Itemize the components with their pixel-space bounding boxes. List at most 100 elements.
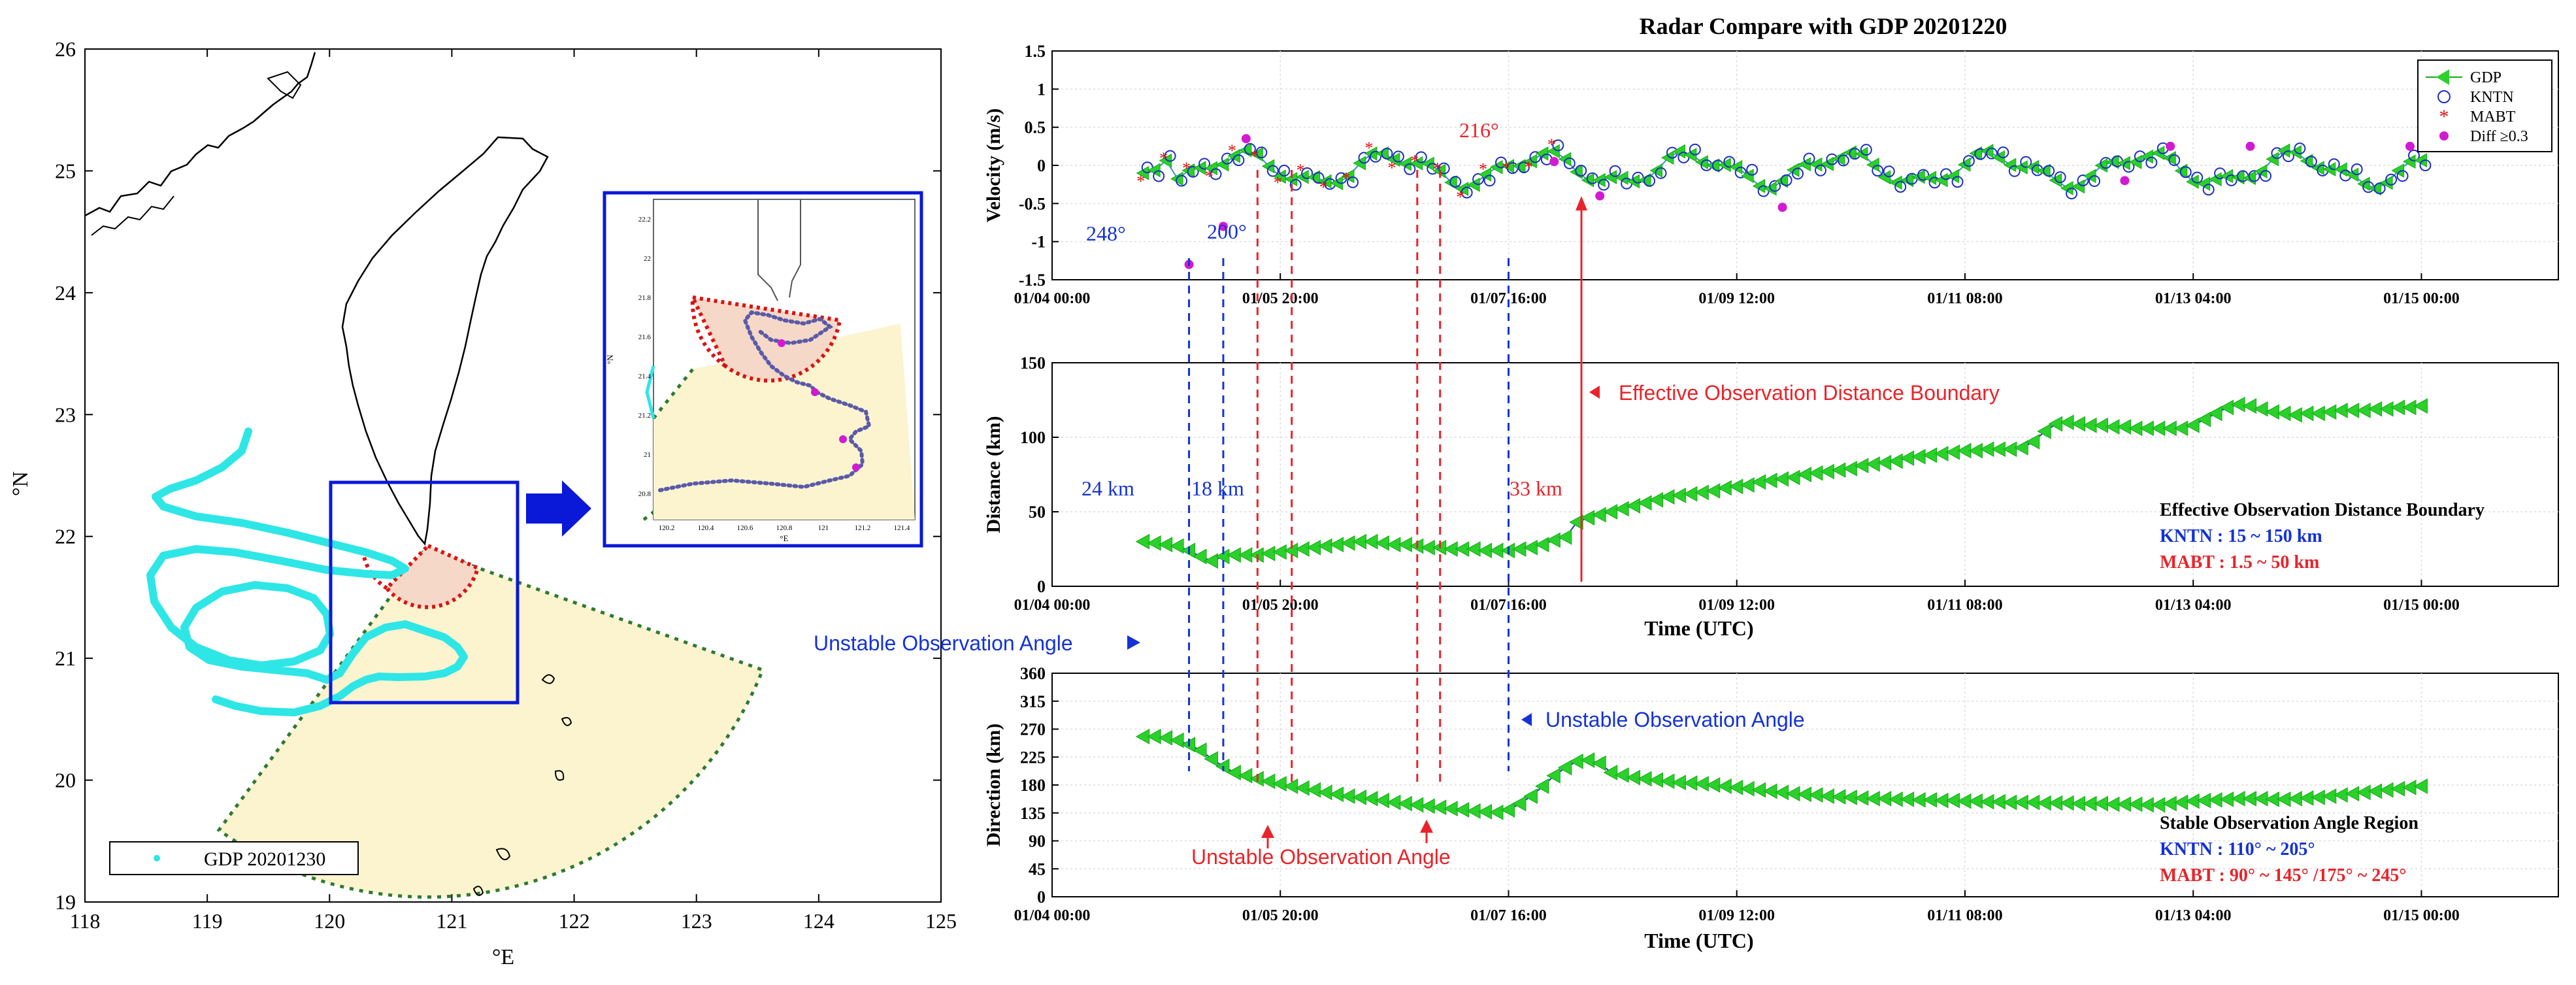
xtick-label: 01/11 08:00 [1927,597,2002,614]
china-islands [91,195,174,236]
distance-point [1135,533,1150,550]
distance-point [1831,462,1846,478]
xtick-label: 01/13 04:00 [2155,290,2232,307]
inset-plot [642,199,916,521]
inset-ytick-label: 21.4 [638,373,652,380]
direction-point [1170,732,1184,748]
velocity-knth-point [1483,175,1496,187]
velocity-knth-point [1780,174,1792,186]
zoom-arrow-icon [526,480,591,537]
velocity-knth-point [2089,175,2101,188]
velocity-diff-point [1218,222,1228,231]
legend-knth-icon [2437,90,2451,103]
velocity-knth-point [1814,164,1826,176]
velocity-mabt-point: * [1456,188,1464,207]
direction-point [1580,752,1595,768]
velocity-series: *** ** **** *** * *** * ** [1136,134,2432,269]
ytick-label: -0.5 [1019,194,1046,213]
velocity-knth-point [1860,144,1872,156]
velocity-knth-point [2373,182,2386,195]
direction-point [1489,804,1504,820]
direction-point [1546,767,1560,784]
distance-point [1158,537,1173,553]
distance-series [1135,396,2428,569]
distance-point [2253,401,2268,417]
xtick-label: 01/13 04:00 [2155,907,2232,924]
velocity-knth-point [1232,154,1245,167]
velocity-knth-point [2294,142,2306,155]
distance-info-title: Effective Observation Distance Boundary [2160,500,2485,520]
velocity-knth-point [1723,156,1736,168]
velocity-knth-point [1187,165,1199,178]
unstable-right-arrow-icon [1521,713,1532,726]
distance-point [1797,467,1811,482]
velocity-knth-point [2054,171,2066,184]
distance-point [2037,424,2051,439]
velocity-knth-point [1837,154,1849,167]
velocity-mabt-point: * [1296,161,1305,180]
velocity-knth-point [1563,157,1576,169]
velocity-knth-point [1278,165,1291,177]
map-ytick-label: 26 [55,37,76,61]
velocity-mabt-point: * [1136,172,1145,191]
velocity-mabt-point: * [1251,147,1259,166]
map-xtick-label: 120 [314,909,345,933]
focus-box [329,480,520,705]
direction-point [1615,767,1629,783]
inset-xtick-label: 121.2 [855,524,871,532]
velocity-knth-point [1974,148,1987,160]
map-panel: GDP 20201230 118 119 120 121 122 123 124 125 19 2… [8,37,957,969]
inset-ytick-label: 22.2 [638,216,651,224]
velocity-knth-point [2122,161,2135,173]
distance-point [1363,533,1378,550]
map-ytick-label: 19 [55,890,76,914]
velocity-knth-point [1244,142,1256,155]
xtick-label: 01/09 12:00 [1698,597,1775,614]
map-xtick-label: 118 [70,909,101,933]
velocity-knth-point [1997,146,2009,159]
velocity-knth-point [2407,149,2420,161]
xtick-label: 01/05 20:00 [1242,290,1319,307]
velocity-diff-point [1549,157,1559,167]
velocity-knth-point [1951,176,1964,188]
distance-point [1877,454,1892,471]
velocity-knth-point [1746,163,1759,176]
velocity-mabt-point: * [1525,158,1533,177]
xtick-label: 01/09 12:00 [1698,290,1775,307]
velocity-knth-point [2419,159,2432,172]
map-ylabel: °N [8,471,33,496]
distance-point [1147,535,1161,551]
velocity-knth-point [2043,165,2055,177]
velocity-knth-point [1312,172,1325,184]
velocity-knth-point [1347,176,1359,188]
velocity-knth-point [1575,165,1587,177]
angle-200-label: 200° [1207,220,1247,243]
velocity-knth-point [1255,146,1268,159]
distance-point [1786,469,1800,486]
distance-point [1889,453,1903,469]
distance-point [1763,473,1777,488]
inset-ytick-label: 22 [644,255,651,263]
xtick-label: 01/13 04:00 [2155,597,2232,614]
distance-point [1626,498,1641,514]
distance-point [1615,501,1629,517]
ytick-label: 0 [1037,156,1046,175]
velocity-knth-point [1883,165,1895,178]
velocity-knth-point [1689,143,1701,156]
inset-xtick-label: 120.2 [659,524,675,532]
distance-point [1751,474,1766,490]
velocity-diff-point [2166,141,2175,151]
mabt-coverage-sector [384,543,480,609]
direction-ylabel: Direction (km) [983,724,1004,847]
velocity-knth-point [2077,174,2089,186]
legend-gdp-icon [2436,69,2449,85]
direction-point [1557,760,1572,776]
event-connector-lines [1188,170,1510,784]
ytick-label: 1.5 [1025,42,1046,61]
distance-point [1375,535,1389,551]
ytick-label: 90 [1029,832,1046,851]
distance-point [1774,471,1789,487]
distance-point [2071,416,2086,432]
velocity-knth-point [1472,173,1485,186]
